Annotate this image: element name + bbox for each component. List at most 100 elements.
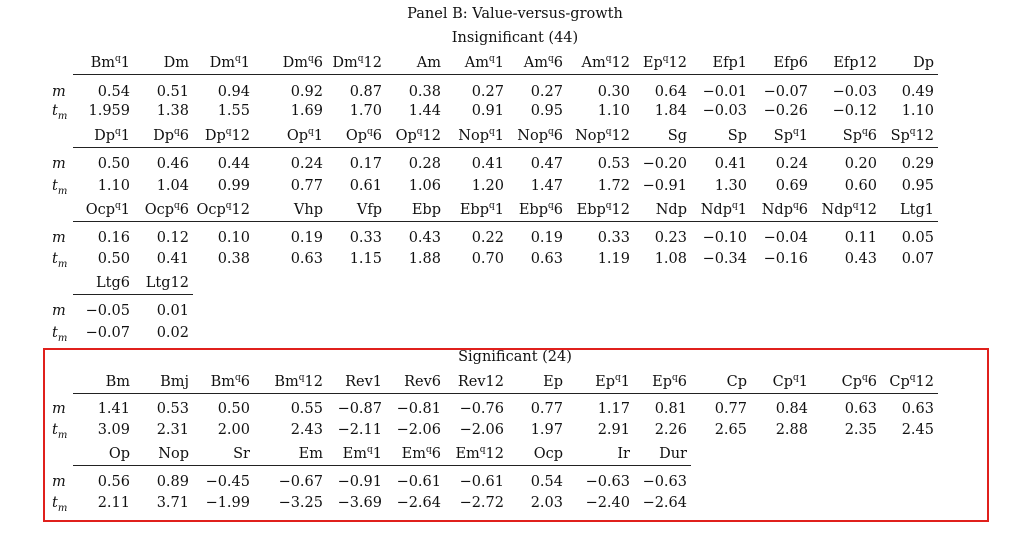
t-statistic-value: 1.959 (88, 103, 130, 119)
mean-return-value: −0.07 (763, 84, 808, 100)
row-label-t-base: t (52, 251, 58, 267)
column-header-name: Am (416, 55, 441, 71)
t-statistic-value: −1.99 (205, 495, 250, 511)
column-header: Bmq6 (178, 373, 250, 392)
mean-return-value: 0.43 (408, 230, 441, 246)
row-label-m: m (52, 303, 66, 319)
panel-title: Panel B: Value-versus-growth (407, 6, 623, 22)
column-header-horizon: 12 (485, 446, 504, 462)
header-rule (73, 465, 691, 466)
column-header-superscript: q (793, 201, 799, 211)
column-header: Nopq12 (558, 127, 630, 146)
column-header: Bm (58, 374, 130, 390)
column-header-name: Nop (517, 128, 548, 144)
t-statistic-value: −0.03 (702, 103, 747, 119)
column-header: Vhp (251, 202, 323, 218)
mean-return-value: 0.27 (471, 84, 504, 100)
column-header: Ndp (615, 202, 687, 218)
column-header-horizon: 1 (494, 202, 504, 218)
t-statistic-value: 0.91 (471, 103, 504, 119)
mean-return-value: 0.10 (217, 230, 250, 246)
column-header-superscript: q (672, 373, 678, 383)
column-header: Bmq12 (251, 373, 323, 392)
column-header-name: Rev1 (345, 374, 382, 390)
row-label-m: m (52, 84, 66, 100)
t-statistic-value: 0.95 (530, 103, 563, 119)
row-label-t-subscript: m (57, 503, 68, 514)
t-statistic-value: −3.69 (337, 495, 382, 511)
column-header: Sr (178, 446, 250, 462)
t-statistic-value: 0.50 (97, 251, 130, 267)
header-rule (73, 147, 938, 148)
column-header: Ocp (491, 446, 563, 462)
column-header-superscript: q (852, 201, 859, 211)
t-statistic-value: 2.88 (775, 422, 808, 438)
column-header: Ndpq1 (675, 201, 747, 220)
column-header-superscript: q (909, 127, 916, 137)
t-statistic-value: 1.19 (597, 251, 630, 267)
column-header-horizon: 1 (120, 202, 130, 218)
column-header-name: Ltg6 (96, 275, 130, 291)
column-header-superscript: q (357, 54, 364, 64)
column-header: Efp12 (805, 55, 877, 71)
column-header-name: Bmj (160, 374, 189, 390)
column-header-superscript: q (225, 127, 232, 137)
column-header-horizon: 6 (313, 55, 323, 71)
t-statistic-value: 3.71 (156, 495, 189, 511)
mean-return-value: 0.33 (597, 230, 630, 246)
t-statistic-value: 2.03 (530, 495, 563, 511)
column-header: Sg (615, 128, 687, 144)
mean-return-value: 0.63 (901, 401, 934, 417)
column-header: Amq12 (558, 54, 630, 73)
column-header: Ltg6 (58, 275, 130, 291)
mean-return-value: 0.16 (97, 230, 130, 246)
t-statistic-value: 0.63 (290, 251, 323, 267)
t-statistic-value: 1.84 (654, 103, 687, 119)
column-header-horizon: 1 (494, 128, 504, 144)
t-statistic-value: 0.61 (349, 178, 382, 194)
column-header-name: Dp (204, 128, 226, 144)
mean-return-value: 1.17 (597, 401, 630, 417)
column-header: Bmq1 (58, 54, 130, 73)
mean-return-value: 0.81 (654, 401, 687, 417)
column-header: Sp (675, 128, 747, 144)
column-header-superscript: q (548, 127, 554, 137)
column-header-name: Efp1 (712, 55, 747, 71)
significant-highlight-box (43, 348, 989, 522)
column-header-superscript: q (862, 127, 868, 137)
column-header: Cpq6 (805, 373, 877, 392)
t-statistic-value: 0.60 (844, 178, 877, 194)
mean-return-value: 0.33 (349, 230, 382, 246)
row-label-t-subscript: m (57, 259, 68, 270)
column-header-name: Ltg12 (145, 275, 189, 291)
row-label-t: tm (52, 495, 68, 514)
mean-return-value: −0.61 (396, 474, 441, 490)
column-header: Ir (558, 446, 630, 462)
column-header-name: Bm (90, 55, 115, 71)
mean-return-value: 0.51 (156, 84, 189, 100)
column-header-horizon: 1 (798, 128, 808, 144)
column-header-superscript: q (732, 201, 738, 211)
column-header-horizon: 6 (867, 374, 877, 390)
column-header-name: Sp (727, 128, 747, 144)
column-header: Nopq1 (432, 127, 504, 146)
column-header-name: Dm (209, 55, 235, 71)
column-header-name: Op (286, 128, 308, 144)
t-statistic-value: 2.00 (217, 422, 250, 438)
column-header: Spq1 (736, 127, 808, 146)
column-header-name: Em (455, 446, 480, 462)
column-header-name: Ep (595, 374, 615, 390)
column-header-horizon: 12 (422, 128, 441, 144)
column-header: Emq1 (310, 445, 382, 464)
column-header: Spq6 (805, 127, 877, 146)
column-header-name: Dp (913, 55, 934, 71)
column-header-name: Vfp (356, 202, 382, 218)
mean-return-value: −0.63 (642, 474, 687, 490)
column-header-name: Nop (158, 446, 189, 462)
header-rule (73, 221, 938, 222)
mean-return-value: 0.87 (349, 84, 382, 100)
column-header: Rev12 (432, 374, 504, 390)
mean-return-value: 1.41 (97, 401, 130, 417)
column-header-name: Rev12 (457, 374, 504, 390)
column-header-horizon: 1 (120, 128, 130, 144)
